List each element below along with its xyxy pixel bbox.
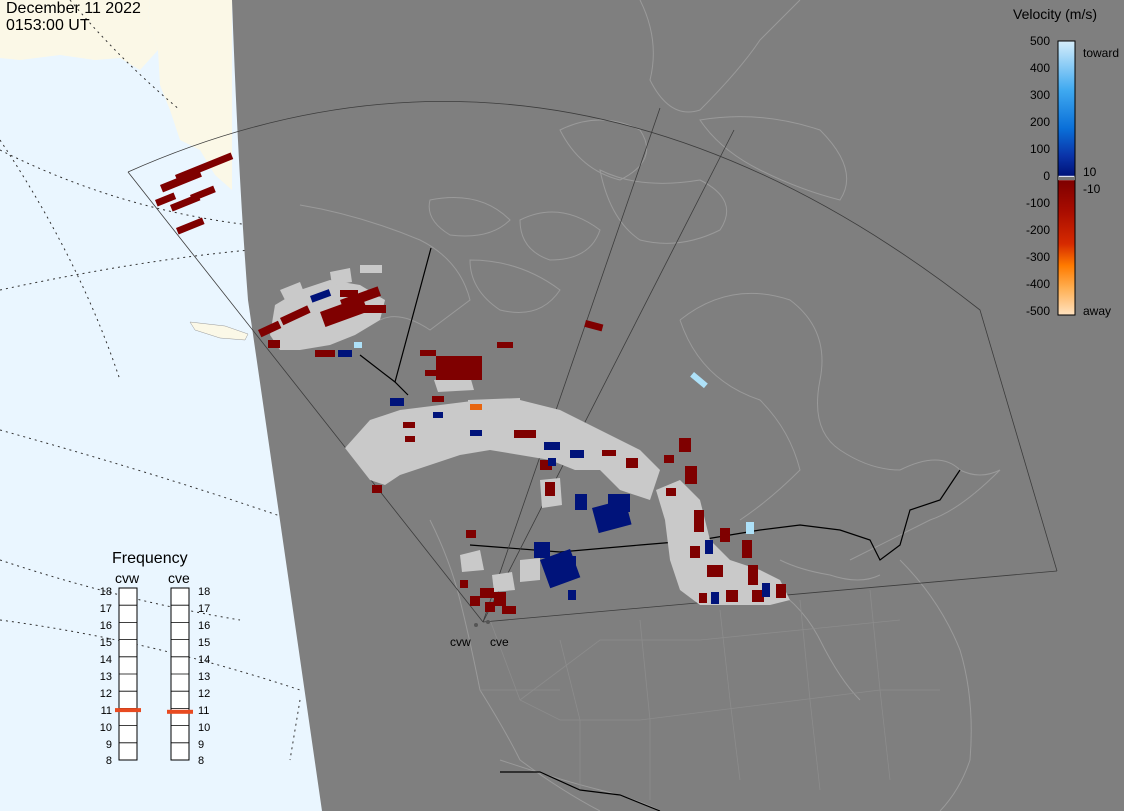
- frequency-tick-right: 14: [198, 654, 211, 666]
- frequency-tick-right: 15: [198, 637, 211, 649]
- radar-site-cvw-marker: [474, 623, 478, 627]
- frequency-tick-left: 8: [105, 755, 112, 767]
- radar-site-label-cve: cve: [490, 635, 509, 649]
- frequency-tick-left: 10: [99, 722, 112, 734]
- frequency-tick-left: 14: [99, 654, 112, 666]
- colorbar-title: Velocity (m/s): [1013, 6, 1098, 22]
- away-velocity-cells: [155, 152, 786, 614]
- dayside-land-east: [148, 0, 232, 190]
- toward-velocity-cells: [310, 289, 770, 604]
- colorbar-tick: 500: [1029, 34, 1050, 48]
- frequency-tick-right: 11: [198, 705, 210, 717]
- frequency-site-cvw: cvw: [115, 570, 140, 586]
- frequency-tick-right: 8: [198, 755, 205, 767]
- date-label: December 11 2022: [6, 0, 141, 17]
- colorbar-inner-label: 10: [1083, 165, 1097, 179]
- frequency-bars: [115, 587, 193, 761]
- strong-toward-cell-2: [746, 522, 754, 534]
- coastlines: [299, 0, 1001, 811]
- frequency-tick-right: 17: [198, 603, 211, 615]
- frequency-tick-right: 9: [198, 739, 205, 751]
- colorbar-tick: 400: [1029, 61, 1050, 75]
- frequency-tick-left: 9: [105, 739, 112, 751]
- strong-toward-cell: [690, 372, 708, 389]
- frequency-tick-left: 16: [99, 620, 112, 632]
- colorbar-tick: -500: [1025, 304, 1050, 318]
- velocity-colorbar: [1057, 40, 1076, 316]
- frequency-tick-right: 18: [198, 586, 211, 598]
- strong-toward-cell-3: [354, 342, 362, 348]
- nightside-region: [232, 0, 1124, 811]
- colorbar-tick: 300: [1029, 88, 1050, 102]
- frequency-tick-left: 11: [100, 705, 112, 717]
- colorbar-tick: -400: [1025, 277, 1050, 291]
- country-boundaries: [359, 247, 961, 811]
- colorbar-tick: 0: [1043, 169, 1050, 183]
- frequency-tick-right: 13: [198, 671, 211, 683]
- frequency-tick-right: 12: [198, 688, 211, 700]
- frequency-tick-left: 17: [99, 603, 112, 615]
- toward-label: toward: [1083, 46, 1120, 60]
- colorbar-inner-label: -10: [1083, 182, 1101, 196]
- radar-site-cve-marker: [486, 620, 490, 624]
- colorbar-tick: -300: [1025, 250, 1050, 264]
- frequency-tick-left: 13: [99, 671, 112, 683]
- aleutian-islands: [189, 321, 249, 341]
- colorbar-tick: 200: [1029, 115, 1050, 129]
- strong-away-cell: [470, 404, 482, 410]
- frequency-tick-left: 18: [99, 586, 112, 598]
- away-label: away: [1083, 304, 1112, 318]
- frequency-tick-right: 16: [198, 620, 211, 632]
- frequency-tick-right: 10: [198, 722, 211, 734]
- radar-site-label-cvw: cvw: [450, 635, 471, 649]
- frequency-title: Frequency: [112, 550, 188, 567]
- colorbar-tick: 100: [1029, 142, 1050, 156]
- time-label: 0153:00 UT: [6, 17, 90, 34]
- dayside-land: [0, 0, 158, 70]
- frequency-site-cve: cve: [168, 570, 190, 586]
- cvw-frequency-marker: [115, 708, 141, 713]
- colorbar-tick: -100: [1025, 196, 1050, 210]
- frequency-tick-left: 12: [99, 688, 112, 700]
- state-boundaries: [480, 589, 940, 800]
- cve-frequency-marker: [167, 709, 193, 714]
- colorbar-tick: -200: [1025, 223, 1050, 237]
- frequency-tick-left: 15: [99, 637, 112, 649]
